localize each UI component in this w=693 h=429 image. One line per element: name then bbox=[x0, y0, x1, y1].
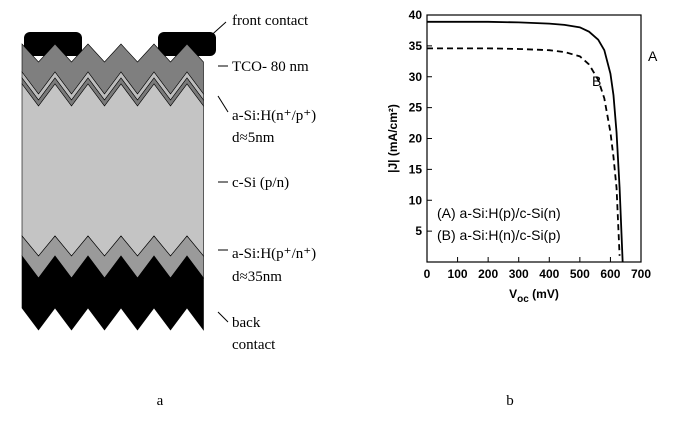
layer-label: contact bbox=[232, 337, 276, 353]
data-line bbox=[427, 47, 621, 256]
chart: 0 100 200 300 400 500 600 700 5 10 15 20 25 30 35 40 Voc… bbox=[386, 8, 658, 305]
layer-label: back bbox=[232, 315, 261, 331]
x-tick-label: 600 bbox=[600, 267, 620, 281]
layer-label: c-Si (p/n) bbox=[232, 175, 289, 191]
layer-diagram bbox=[21, 32, 216, 331]
x-tick-label: 700 bbox=[631, 267, 651, 281]
x-axis-label-part: V bbox=[509, 287, 517, 301]
front-contact bbox=[24, 32, 82, 56]
x-tick-label: 400 bbox=[539, 267, 559, 281]
layer-label: a-Si:H(p⁺/n⁺) bbox=[232, 246, 316, 262]
pointer bbox=[205, 21, 227, 41]
y-tick-label: 40 bbox=[409, 8, 423, 22]
curve-label: B bbox=[592, 73, 601, 89]
x-tick-label: 200 bbox=[478, 267, 498, 281]
y-tick-label: 25 bbox=[409, 101, 423, 115]
caption: b bbox=[506, 393, 514, 409]
x-axis-label-part: (mV) bbox=[529, 287, 559, 301]
caption: a bbox=[157, 393, 164, 409]
c-si-layer bbox=[21, 83, 204, 257]
back-contact bbox=[21, 255, 204, 331]
x-axis-label-part: oc bbox=[517, 294, 529, 305]
layer-label: d≈5nm bbox=[232, 130, 275, 146]
x-tick-label: 100 bbox=[448, 267, 468, 281]
data-line bbox=[427, 20, 624, 263]
y-tick-label: 15 bbox=[409, 162, 423, 176]
y-tick-label: 35 bbox=[409, 39, 423, 53]
y-tick-label: 20 bbox=[409, 132, 423, 146]
pointer bbox=[217, 95, 229, 113]
x-tick-label: 500 bbox=[570, 267, 590, 281]
y-axis-label: |J| (mA/cm²) bbox=[386, 104, 400, 173]
legend-entry: (A) a-Si:H(p)/c-Si(n) bbox=[437, 205, 561, 221]
layer-label: front contact bbox=[232, 13, 309, 29]
curve-label: A bbox=[648, 48, 658, 64]
pointer-lines bbox=[205, 21, 229, 323]
pointer bbox=[217, 311, 229, 323]
x-axis-label: Voc (mV) bbox=[509, 287, 559, 305]
layer-label: a-Si:H(n⁺/p⁺) bbox=[232, 108, 316, 124]
x-tick-label: 0 bbox=[424, 267, 431, 281]
x-tick-label: 300 bbox=[509, 267, 529, 281]
y-tick-label: 30 bbox=[409, 70, 423, 84]
y-tick-label: 10 bbox=[409, 193, 423, 207]
plot-frame bbox=[426, 14, 642, 263]
layer-label: d≈35nm bbox=[232, 269, 282, 285]
legend-entry: (B) a-Si:H(n)/c-Si(p) bbox=[437, 227, 561, 243]
layer-label: TCO- 80 nm bbox=[232, 59, 309, 75]
y-tick-label: 5 bbox=[415, 224, 422, 238]
